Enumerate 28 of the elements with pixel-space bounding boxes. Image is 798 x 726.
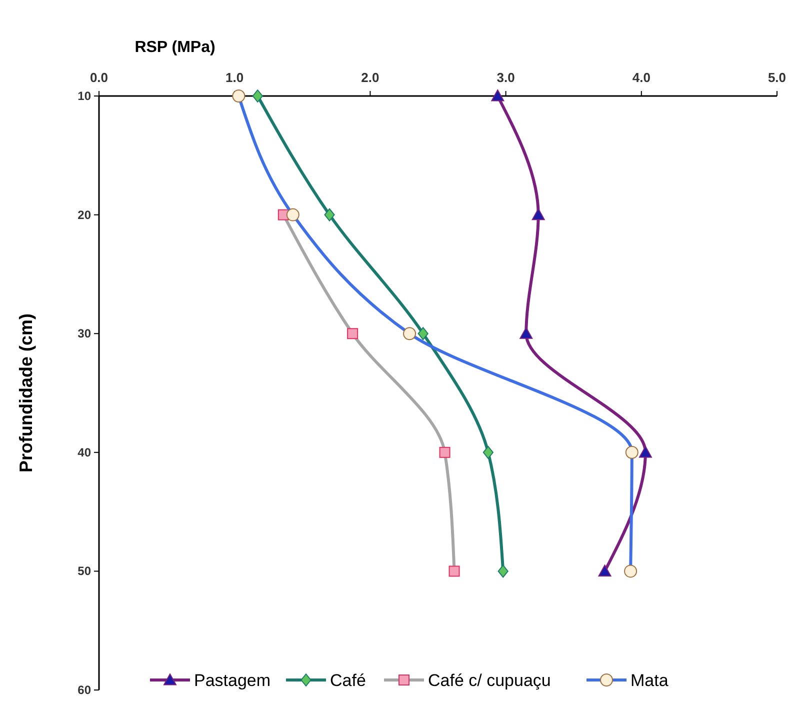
y-tick-label: 50 (78, 564, 92, 578)
point (520, 327, 533, 339)
x-tick-label: 0.0 (90, 70, 108, 85)
point (491, 90, 504, 102)
point (498, 564, 508, 578)
point (418, 327, 428, 340)
x-tick-label: 2.0 (361, 70, 380, 85)
legend-label: Café (330, 671, 366, 690)
x-tick-label: 5.0 (768, 70, 786, 85)
x-tick-label: 1.0 (226, 70, 244, 85)
x-tick-label: 4.0 (632, 70, 650, 85)
point (482, 446, 494, 459)
x-tick-label: 3.0 (496, 70, 515, 85)
y-axis-title: Profundidade (cm) (16, 313, 36, 473)
x-axis-title: RSP (MPa) (134, 39, 216, 56)
point (324, 208, 335, 222)
y-tick-label: 40 (78, 445, 92, 460)
y-tick-label: 60 (78, 683, 92, 697)
legend-label: Mata (630, 671, 669, 690)
point (532, 208, 545, 220)
legend-label: Pastagem (194, 671, 271, 690)
y-tick-label: 30 (78, 326, 92, 341)
y-tick-label: 20 (78, 208, 92, 222)
point (252, 90, 263, 102)
legend-label: Café c/ cupuaçu (428, 671, 551, 690)
y-tick-label: 10 (78, 89, 92, 103)
point (598, 564, 612, 576)
point (638, 446, 652, 458)
